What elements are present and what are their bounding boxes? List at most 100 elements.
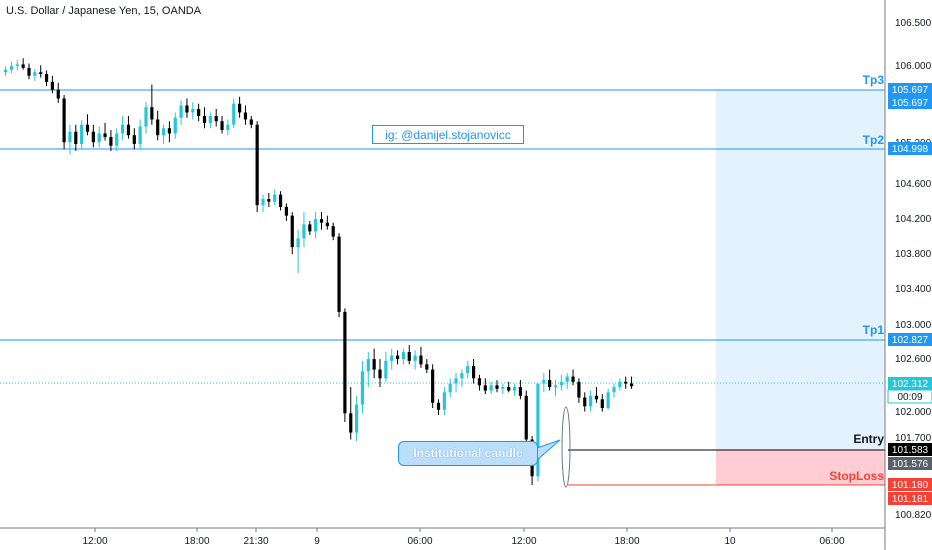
bearish-candle[interactable] [267, 199, 271, 202]
bearish-candle[interactable] [425, 364, 429, 370]
bearish-candle[interactable] [600, 399, 604, 409]
bearish-candle[interactable] [21, 64, 25, 68]
bearish-candle[interactable] [220, 121, 224, 130]
bullish-candle[interactable] [489, 385, 493, 391]
bullish-candle[interactable] [454, 378, 458, 384]
bearish-candle[interactable] [349, 413, 353, 433]
bullish-candle[interactable] [448, 383, 452, 393]
bearish-candle[interactable] [518, 387, 522, 396]
bullish-candle[interactable] [115, 133, 119, 146]
bearish-candle[interactable] [308, 224, 312, 232]
bearish-candle[interactable] [50, 81, 54, 90]
bearish-candle[interactable] [255, 124, 259, 206]
bullish-candle[interactable] [173, 117, 177, 134]
bearish-candle[interactable] [325, 222, 329, 227]
watermark-note[interactable]: ig: @danijel.stojanovicc [372, 125, 524, 144]
bullish-candle[interactable] [589, 395, 593, 407]
time-axis[interactable]: 12:00 18:00 21:30 9 06:00 12:00 18:00 10 06:00 [82, 528, 845, 547]
bearish-candle[interactable] [594, 395, 599, 400]
bullish-candle[interactable] [559, 381, 563, 386]
bearish-candle[interactable] [343, 311, 347, 414]
bearish-candle[interactable] [214, 115, 218, 122]
bearish-candle[interactable] [74, 131, 78, 144]
bullish-candle[interactable] [355, 404, 359, 433]
bearish-candle[interactable] [62, 98, 66, 143]
bullish-candle[interactable] [97, 133, 101, 143]
bullish-candle[interactable] [9, 66, 14, 70]
bearish-candle[interactable] [150, 107, 154, 120]
bearish-candle[interactable] [378, 369, 382, 379]
bullish-candle[interactable] [273, 194, 277, 202]
bullish-candle[interactable] [536, 383, 540, 477]
bearish-candle[interactable] [109, 136, 113, 146]
bearish-candle[interactable] [472, 366, 476, 379]
bullish-candle[interactable] [466, 366, 470, 374]
bearish-candle[interactable] [407, 352, 411, 361]
bullish-candle[interactable] [191, 108, 195, 113]
bullish-candle[interactable] [413, 355, 417, 361]
bearish-candle[interactable] [372, 359, 376, 370]
bearish-candle[interactable] [495, 385, 499, 389]
bullish-candle[interactable] [565, 376, 569, 382]
bullish-candle[interactable] [208, 115, 212, 123]
bearish-candle[interactable] [85, 124, 90, 132]
institutional-candle-callout[interactable]: Institutional candle [398, 441, 538, 466]
bullish-candle[interactable] [261, 199, 265, 206]
bullish-candle[interactable] [144, 107, 148, 127]
bullish-candle[interactable] [33, 72, 37, 76]
bearish-candle[interactable] [319, 219, 324, 223]
bearish-candle[interactable] [27, 67, 31, 76]
bearish-candle[interactable] [132, 135, 136, 144]
bullish-candle[interactable] [179, 105, 183, 118]
bearish-candle[interactable] [185, 105, 189, 113]
bearish-candle[interactable] [337, 236, 341, 312]
bearish-candle[interactable] [126, 124, 131, 136]
bullish-candle[interactable] [121, 124, 125, 134]
bullish-candle[interactable] [512, 387, 517, 391]
bullish-candle[interactable] [542, 380, 546, 384]
bullish-candle[interactable] [232, 103, 236, 125]
bullish-candle[interactable] [612, 387, 616, 393]
bullish-candle[interactable] [360, 371, 365, 405]
bearish-candle[interactable] [577, 381, 581, 398]
bullish-candle[interactable] [314, 219, 318, 232]
bearish-candle[interactable] [419, 355, 423, 365]
bearish-candle[interactable] [571, 376, 575, 382]
bearish-candle[interactable] [290, 215, 294, 248]
bearish-candle[interactable] [103, 133, 107, 137]
bearish-candle[interactable] [629, 383, 634, 387]
bullish-candle[interactable] [80, 124, 84, 144]
bullish-candle[interactable] [384, 360, 388, 379]
bullish-candle[interactable] [161, 128, 166, 136]
bearish-candle[interactable] [507, 387, 511, 391]
bearish-candle[interactable] [436, 402, 441, 410]
bearish-candle[interactable] [477, 378, 482, 386]
bearish-candle[interactable] [56, 89, 60, 99]
bearish-candle[interactable] [331, 226, 335, 237]
bullish-candle[interactable] [606, 392, 610, 409]
bearish-candle[interactable] [238, 103, 242, 113]
bullish-candle[interactable] [15, 64, 19, 67]
bearish-candle[interactable] [249, 119, 253, 125]
bullish-candle[interactable] [4, 69, 8, 73]
bearish-candle[interactable] [524, 395, 528, 440]
bearish-candle[interactable] [483, 385, 487, 391]
bearish-candle[interactable] [167, 128, 171, 134]
bearish-candle[interactable] [91, 131, 95, 143]
bullish-candle[interactable] [296, 238, 300, 248]
bearish-candle[interactable] [44, 73, 49, 82]
bullish-candle[interactable] [302, 224, 306, 239]
bearish-candle[interactable] [156, 119, 160, 136]
bullish-candle[interactable] [442, 392, 446, 410]
bullish-candle[interactable] [68, 131, 72, 143]
bullish-candle[interactable] [226, 124, 230, 130]
bullish-candle[interactable] [618, 381, 622, 388]
bearish-candle[interactable] [431, 369, 435, 403]
bullish-candle[interactable] [366, 359, 370, 372]
bullish-candle[interactable] [501, 387, 505, 389]
bearish-candle[interactable] [278, 194, 283, 207]
bullish-candle[interactable] [390, 355, 394, 361]
bearish-candle[interactable] [548, 380, 552, 388]
bearish-candle[interactable] [395, 355, 400, 360]
bearish-candle[interactable] [284, 206, 288, 216]
